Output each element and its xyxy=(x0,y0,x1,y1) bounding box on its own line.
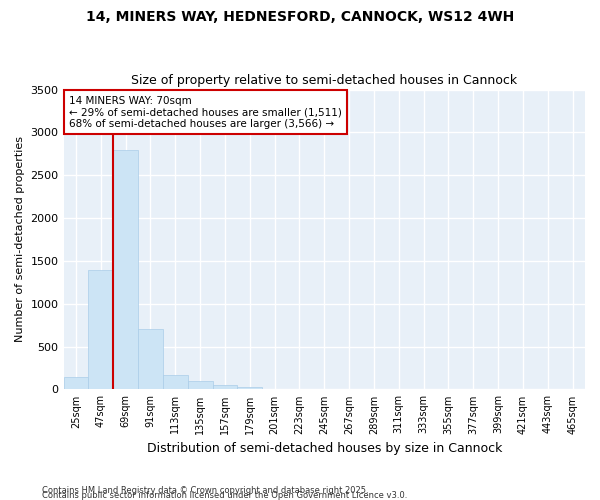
Text: Contains public sector information licensed under the Open Government Licence v3: Contains public sector information licen… xyxy=(42,491,407,500)
Y-axis label: Number of semi-detached properties: Number of semi-detached properties xyxy=(15,136,25,342)
Text: 14 MINERS WAY: 70sqm
← 29% of semi-detached houses are smaller (1,511)
68% of se: 14 MINERS WAY: 70sqm ← 29% of semi-detac… xyxy=(69,96,341,129)
Bar xyxy=(64,378,88,390)
Bar xyxy=(113,150,138,390)
Text: 14, MINERS WAY, HEDNESFORD, CANNOCK, WS12 4WH: 14, MINERS WAY, HEDNESFORD, CANNOCK, WS1… xyxy=(86,10,514,24)
Bar xyxy=(138,330,163,390)
Bar xyxy=(212,384,238,390)
Title: Size of property relative to semi-detached houses in Cannock: Size of property relative to semi-detach… xyxy=(131,74,517,87)
Bar xyxy=(163,376,188,390)
Bar xyxy=(238,387,262,390)
Bar xyxy=(88,270,113,390)
X-axis label: Distribution of semi-detached houses by size in Cannock: Distribution of semi-detached houses by … xyxy=(146,442,502,455)
Bar xyxy=(188,381,212,390)
Text: Contains HM Land Registry data © Crown copyright and database right 2025.: Contains HM Land Registry data © Crown c… xyxy=(42,486,368,495)
